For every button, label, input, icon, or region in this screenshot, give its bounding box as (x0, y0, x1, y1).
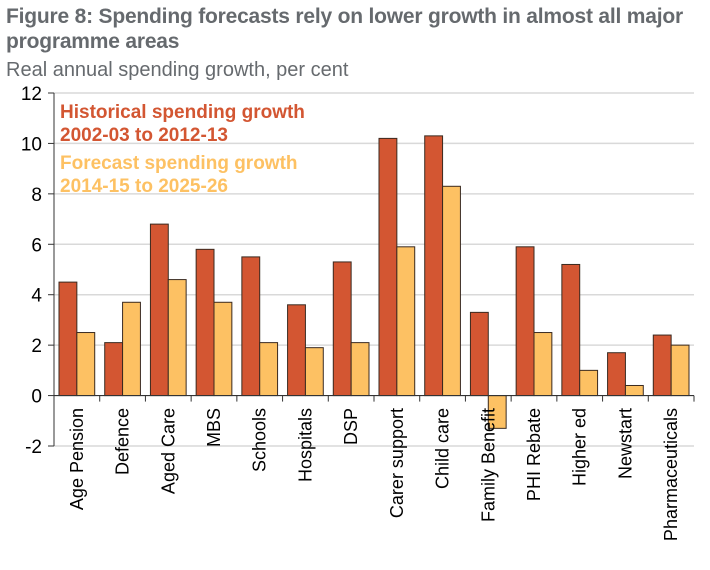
bar-forecast (167, 279, 187, 397)
x-axis-label: Age Pension (67, 408, 87, 510)
chart-subtitle: Real annual spending growth, per cent (6, 59, 349, 81)
bar-forecast (442, 185, 461, 397)
x-axis-labels: Age Pension Defence Aged Care MBS Schools Hos… (67, 408, 681, 541)
bar-historical (104, 342, 124, 397)
y-tick-label: 6 (31, 235, 42, 256)
x-axis-label: Newstart (615, 408, 635, 479)
legend-historical-line2: 2002-03 to 2012-13 (60, 125, 228, 146)
x-axis-label: Defence (113, 408, 133, 475)
bar-historical (58, 281, 78, 397)
y-tick-label: 0 (31, 387, 42, 408)
bar-historical (287, 304, 306, 397)
y-tick-label: 4 (31, 286, 42, 307)
x-axis-label: PHI Rebate (524, 408, 544, 501)
x-axis-label: Aged Care (158, 408, 178, 494)
bar-historical (241, 256, 261, 397)
bar-forecast (76, 332, 96, 397)
bars (58, 135, 690, 429)
bar-forecast (350, 342, 370, 397)
bar-historical (515, 246, 535, 397)
bar-forecast (624, 384, 644, 397)
x-axis-label: Child care (433, 408, 453, 489)
y-tick-label: 2 (31, 336, 42, 357)
y-axis-ticks: -2 0 2 4 6 8 10 12 (21, 84, 54, 458)
y-tick-label: -2 (25, 437, 42, 458)
legend-forecast-line1: Forecast spending growth (60, 153, 298, 174)
axes (53, 93, 695, 446)
legend-historical-line1: Historical spending growth (60, 102, 305, 123)
bar-forecast (259, 342, 279, 397)
bar-forecast (670, 344, 690, 397)
x-axis-label: Schools (250, 408, 270, 472)
bar-forecast (579, 369, 599, 397)
bar-historical (149, 223, 169, 397)
bar-historical (195, 248, 215, 397)
x-axis-label: Pharmaceuticals (661, 408, 681, 541)
x-axis-label: Hospitals (295, 408, 315, 482)
legend: Historical spending growth 2002-03 to 20… (60, 102, 305, 197)
bar-forecast (396, 246, 416, 397)
bar-forecast (122, 301, 141, 397)
bar-forecast (533, 332, 553, 397)
bar-historical (561, 263, 581, 397)
y-tick-label: 12 (21, 84, 42, 105)
chart-title: Figure 8: Spending forecasts rely on low… (6, 5, 683, 53)
x-axis-label: Family Benefit (478, 408, 498, 522)
x-axis-label: DSP (341, 408, 361, 445)
x-axis-label: Higher ed (570, 408, 590, 486)
bar-forecast (304, 347, 324, 397)
bar-historical (607, 352, 626, 397)
legend-forecast-line2: 2014-15 to 2025-26 (60, 176, 228, 197)
bar-forecast (213, 301, 233, 397)
bar-historical (424, 135, 444, 397)
y-tick-label: 10 (21, 134, 42, 155)
bar-historical (652, 334, 672, 397)
x-axis-label: Carer support (387, 408, 407, 518)
y-tick-label: 8 (31, 185, 42, 206)
bar-historical (332, 261, 352, 397)
bar-historical (378, 137, 398, 397)
bar-historical (469, 311, 489, 397)
x-axis-label: MBS (204, 408, 224, 447)
